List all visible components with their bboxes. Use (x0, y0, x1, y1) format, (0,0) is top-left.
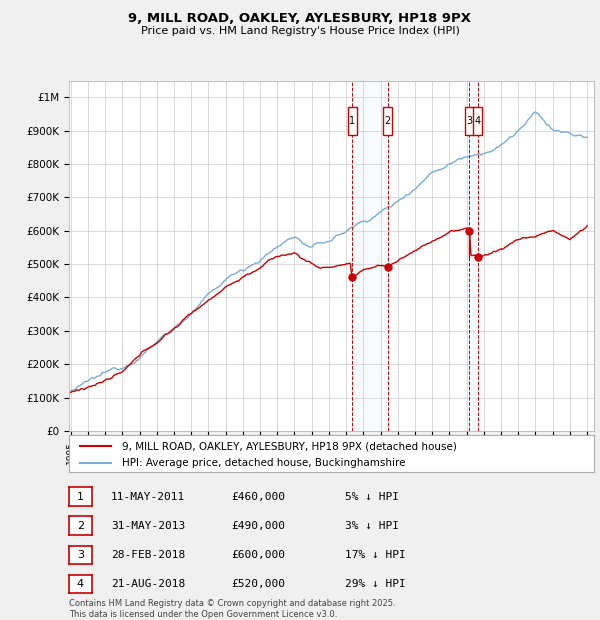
Text: 3: 3 (466, 116, 472, 126)
Text: 1: 1 (77, 492, 84, 502)
Text: 31-MAY-2013: 31-MAY-2013 (111, 521, 185, 531)
Text: 2: 2 (385, 116, 391, 126)
Bar (352, 81, 388, 431)
Text: 17% ↓ HPI: 17% ↓ HPI (345, 550, 406, 560)
Text: 5% ↓ HPI: 5% ↓ HPI (345, 492, 399, 502)
Text: £490,000: £490,000 (231, 521, 285, 531)
Text: 3% ↓ HPI: 3% ↓ HPI (345, 521, 399, 531)
Text: 9, MILL ROAD, OAKLEY, AYLESBURY, HP18 9PX: 9, MILL ROAD, OAKLEY, AYLESBURY, HP18 9P… (128, 12, 472, 25)
Text: 9, MILL ROAD, OAKLEY, AYLESBURY, HP18 9PX (detached house): 9, MILL ROAD, OAKLEY, AYLESBURY, HP18 9P… (121, 441, 457, 451)
Text: 2: 2 (77, 521, 84, 531)
Text: 1: 1 (349, 116, 355, 126)
Text: Contains HM Land Registry data © Crown copyright and database right 2025.
This d: Contains HM Land Registry data © Crown c… (69, 600, 395, 619)
Text: 28-FEB-2018: 28-FEB-2018 (111, 550, 185, 560)
Text: 29% ↓ HPI: 29% ↓ HPI (345, 579, 406, 589)
Text: Price paid vs. HM Land Registry's House Price Index (HPI): Price paid vs. HM Land Registry's House … (140, 26, 460, 36)
Text: £600,000: £600,000 (231, 550, 285, 560)
Bar (469, 81, 478, 431)
Bar (383, 107, 392, 135)
Bar (473, 107, 482, 135)
Text: 11-MAY-2011: 11-MAY-2011 (111, 492, 185, 502)
Text: 21-AUG-2018: 21-AUG-2018 (111, 579, 185, 589)
Bar (348, 107, 356, 135)
Bar (465, 107, 473, 135)
Text: £520,000: £520,000 (231, 579, 285, 589)
Text: HPI: Average price, detached house, Buckinghamshire: HPI: Average price, detached house, Buck… (121, 458, 405, 468)
Text: 4: 4 (475, 116, 481, 126)
Text: 3: 3 (77, 550, 84, 560)
Text: £460,000: £460,000 (231, 492, 285, 502)
Text: 4: 4 (77, 579, 84, 589)
